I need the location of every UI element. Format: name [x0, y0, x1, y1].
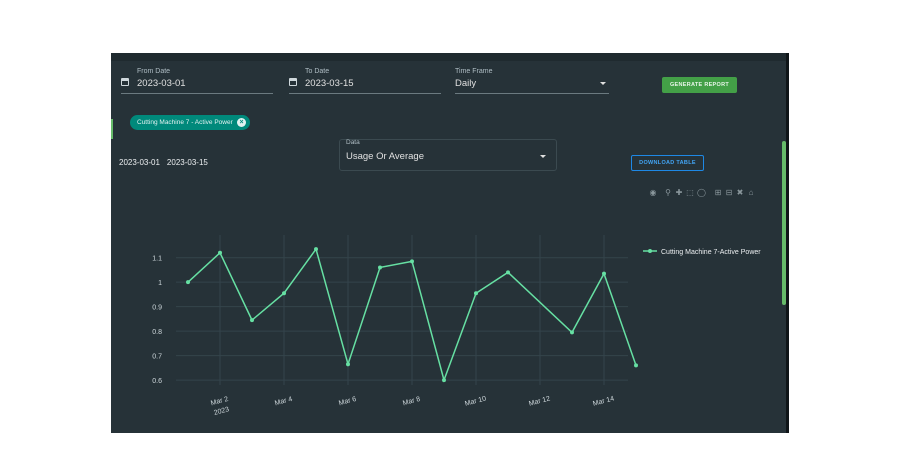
data-point — [410, 259, 414, 264]
from-date-label: From Date — [137, 68, 171, 75]
x-tick-label: Mar 12 — [528, 395, 551, 407]
x-tick-label: Mar 10 — [464, 395, 487, 407]
calendar-icon[interactable] — [289, 78, 297, 86]
pan-icon[interactable]: ✚ — [675, 188, 683, 197]
zoom-out-icon[interactable]: ⊟ — [725, 188, 733, 197]
x-tick-label: Mar 2 — [210, 396, 229, 407]
legend-marker — [648, 249, 652, 253]
lasso-icon[interactable]: ◯ — [697, 188, 706, 197]
top-bar — [111, 53, 789, 61]
y-tick-label: 0.9 — [152, 305, 162, 312]
data-point — [570, 330, 574, 335]
date-range-end: 2023-03-15 — [166, 158, 208, 167]
from-date-value[interactable]: 2023-03-01 — [137, 78, 186, 89]
data-point — [186, 280, 190, 285]
series-line — [187, 247, 637, 383]
camera-icon[interactable]: ◉ — [649, 188, 657, 197]
zoom-in-icon[interactable]: ⊞ — [714, 188, 722, 197]
from-date-field[interactable]: From Date 2023-03-01 — [121, 68, 273, 96]
to-date-field[interactable]: To Date 2023-03-15 — [289, 68, 441, 96]
x-tick-sublabel: 2023 — [213, 406, 230, 417]
data-select-value[interactable]: Usage Or Average — [346, 151, 424, 162]
data-point — [218, 250, 222, 255]
right-edge — [786, 53, 789, 433]
data-point — [346, 362, 350, 367]
y-tick-label: 0.7 — [152, 354, 162, 361]
data-select-label: Data — [346, 139, 360, 146]
home-icon[interactable]: ⌂ — [748, 188, 754, 197]
y-tick-label: 1 — [158, 280, 162, 287]
data-point — [250, 318, 254, 323]
data-point — [634, 363, 638, 368]
y-tick-label: 0.8 — [152, 329, 162, 336]
left-accent — [111, 119, 113, 139]
time-frame-underline — [455, 93, 609, 94]
data-point — [474, 291, 478, 296]
zoom-icon[interactable]: ⚲ — [665, 188, 671, 197]
y-tick-label: 0.6 — [152, 378, 162, 385]
date-range-start: 2023-03-01 — [119, 158, 160, 167]
to-date-label: To Date — [305, 68, 330, 75]
download-table-button[interactable]: DOWNLOAD TABLE — [631, 155, 704, 171]
box-select-icon[interactable]: ⬚ — [686, 188, 694, 197]
x-tick-label: Mar 6 — [338, 396, 357, 407]
data-point — [314, 247, 318, 252]
data-point — [602, 271, 606, 276]
chip-label: Cutting Machine 7 - Active Power — [137, 119, 233, 126]
x-tick-label: Mar 8 — [402, 396, 421, 407]
x-tick-label: Mar 4 — [274, 396, 293, 407]
selected-meter-chip[interactable]: Cutting Machine 7 - Active Power × — [130, 115, 250, 130]
data-select[interactable]: Data Usage Or Average — [339, 139, 557, 171]
to-date-underline — [289, 93, 441, 94]
to-date-value[interactable]: 2023-03-15 — [305, 78, 354, 89]
y-tick-label: 1.1 — [152, 256, 162, 263]
legend-label: Cutting Machine 7-Active Power — [661, 249, 761, 256]
time-frame-value[interactable]: Daily — [455, 78, 477, 89]
autoscale-icon[interactable]: ✖ — [736, 188, 744, 197]
close-circle-icon[interactable]: × — [237, 118, 246, 127]
from-date-underline — [121, 93, 273, 94]
chevron-down-icon[interactable] — [600, 82, 606, 85]
data-point — [506, 270, 510, 275]
generate-report-button[interactable]: GENERATE REPORT — [662, 77, 737, 93]
report-panel: From Date 2023-03-01 To Date 2023-03-15 … — [111, 53, 789, 433]
chevron-down-icon[interactable] — [540, 155, 546, 158]
calendar-icon[interactable] — [121, 78, 129, 86]
data-point — [282, 291, 286, 296]
time-frame-select[interactable]: Time Frame Daily — [455, 68, 609, 96]
x-tick-label: Mar 14 — [592, 395, 615, 407]
data-point — [378, 265, 382, 270]
date-range: 2023-03-01 2023-03-15 — [119, 158, 215, 167]
time-frame-label: Time Frame — [455, 68, 493, 75]
scrollbar[interactable] — [782, 141, 786, 305]
chart-modebar: ◉ ⚲ ✚ ⬚ ◯ ⊞ ⊟ ✖ ⌂ — [649, 189, 755, 199]
data-point — [442, 378, 446, 383]
